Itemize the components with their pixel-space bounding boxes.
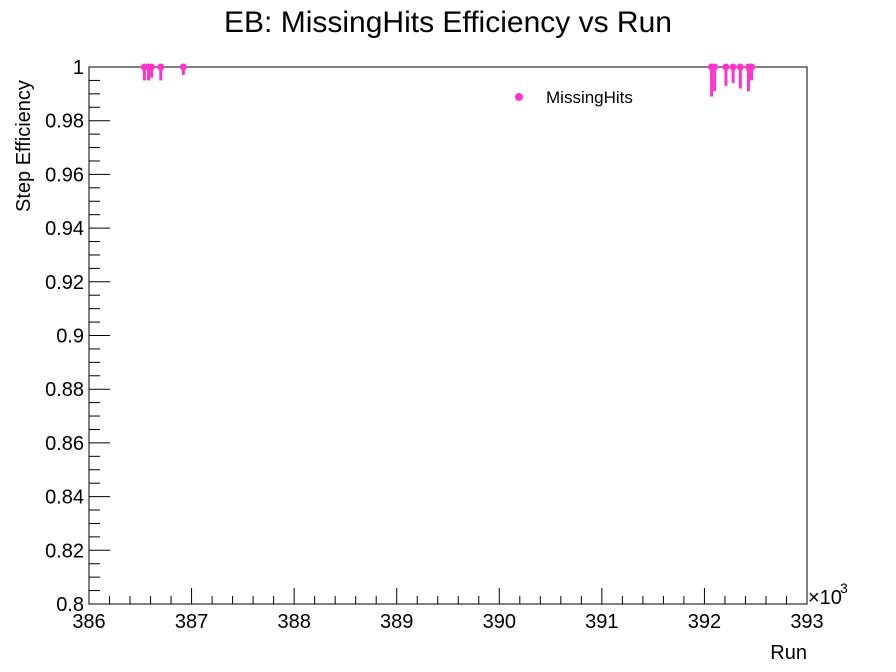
y-axis-title: Step Efficiency bbox=[13, 80, 35, 212]
data-point bbox=[729, 63, 737, 71]
legend-label: MissingHits bbox=[546, 88, 633, 107]
x-multiplier-base: ×10 bbox=[808, 587, 842, 609]
plot-frame bbox=[88, 66, 808, 605]
x-axis-title: Run bbox=[770, 642, 807, 664]
legend: MissingHits bbox=[515, 88, 633, 107]
data-point bbox=[722, 63, 730, 71]
x-tick-label: 390 bbox=[483, 611, 516, 633]
x-tick-label: 386 bbox=[72, 611, 105, 633]
data-point bbox=[179, 63, 187, 71]
y-tick-label: 0.94 bbox=[45, 218, 84, 240]
data-point bbox=[157, 63, 165, 71]
y-tick-label: 0.92 bbox=[45, 272, 84, 294]
y-tick-label: 0.8 bbox=[56, 594, 84, 616]
data-point bbox=[736, 63, 744, 71]
x-tick-label: 393 bbox=[790, 611, 823, 633]
x-tick-label: 389 bbox=[380, 611, 413, 633]
chart-title: EB: MissingHits Efficiency vs Run bbox=[224, 6, 672, 39]
x-axis: 386 387 388 389 390 391 392 393 bbox=[72, 588, 824, 633]
y-tick-label: 0.88 bbox=[45, 379, 84, 401]
data-point bbox=[711, 63, 719, 71]
x-tick-label: 388 bbox=[277, 611, 310, 633]
x-multiplier-exponent: 3 bbox=[840, 580, 848, 596]
data-points bbox=[140, 63, 756, 97]
y-tick-label: 0.84 bbox=[45, 487, 84, 509]
y-axis: 0.8 0.82 0.84 0.86 0.88 0.9 0.92 0.94 0.96 0.98 1 bbox=[45, 57, 110, 616]
legend-marker bbox=[515, 93, 523, 101]
data-point bbox=[748, 63, 756, 71]
x-tick-label: 392 bbox=[688, 611, 721, 633]
y-tick-label: 0.82 bbox=[45, 540, 84, 562]
axes bbox=[88, 66, 808, 605]
y-tick-label: 0.98 bbox=[45, 111, 84, 133]
x-tick-label: 387 bbox=[175, 611, 208, 633]
y-tick-label: 0.9 bbox=[56, 326, 84, 348]
x-axis-multiplier: ×10 3 bbox=[808, 580, 848, 609]
y-tick-label: 0.96 bbox=[45, 164, 84, 186]
y-tick-label: 0.86 bbox=[45, 433, 84, 455]
data-point bbox=[148, 63, 156, 71]
x-tick-label: 391 bbox=[585, 611, 618, 633]
y-tick-label: 1 bbox=[73, 57, 84, 79]
